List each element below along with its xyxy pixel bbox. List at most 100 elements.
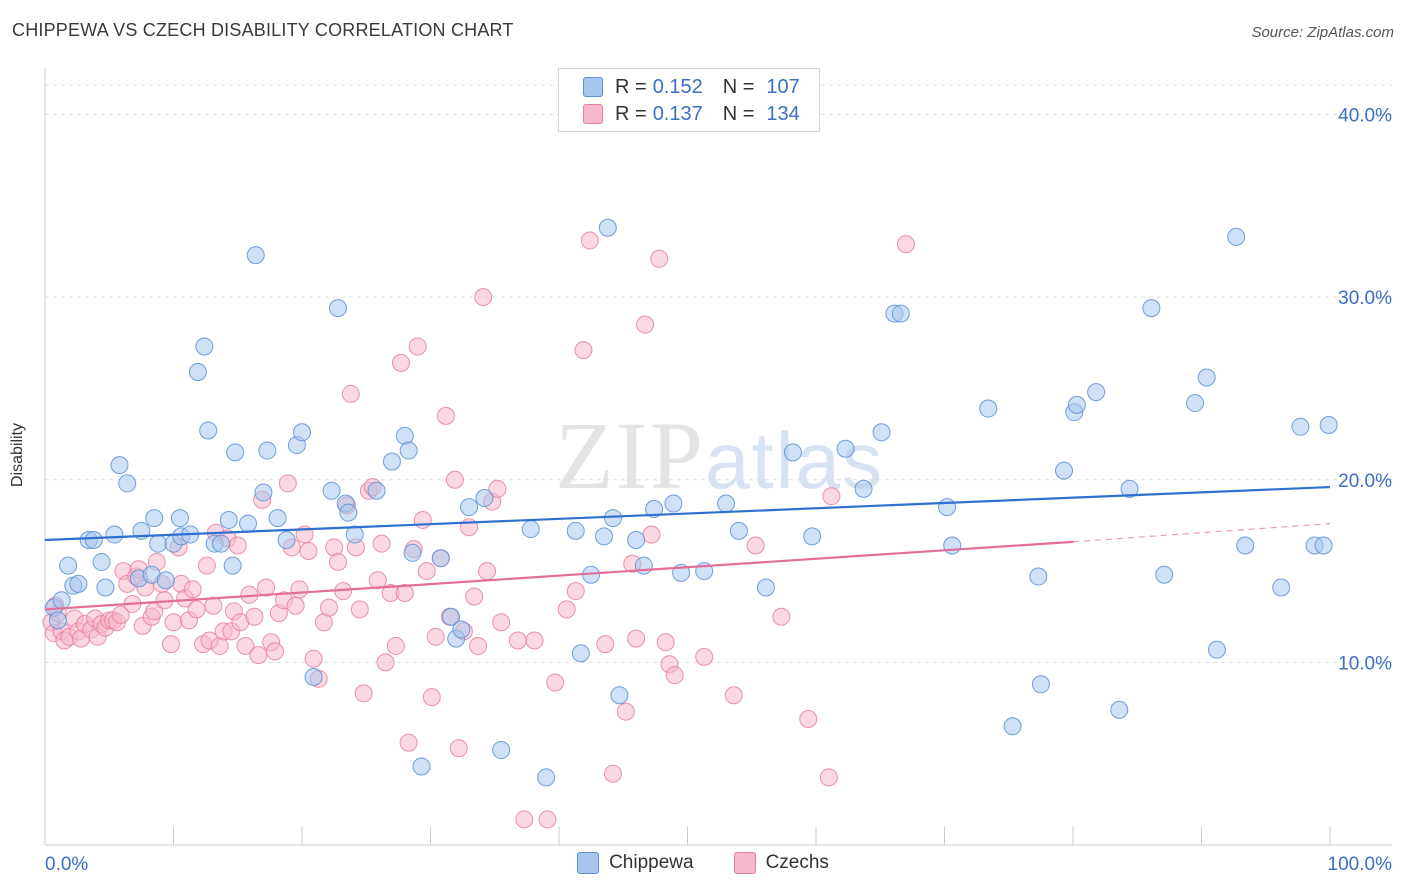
czechs-point bbox=[354, 684, 373, 703]
chippewa-point bbox=[521, 520, 540, 539]
chippewa-point bbox=[442, 607, 461, 626]
chippewa-point bbox=[1120, 479, 1139, 498]
czechs-point bbox=[183, 580, 202, 599]
legend-swatch-czechs bbox=[733, 852, 756, 874]
czechs-point bbox=[278, 474, 297, 493]
czechs-point bbox=[299, 541, 318, 560]
czechs-point bbox=[341, 384, 360, 403]
chippewa-point bbox=[258, 441, 277, 460]
czechs-point bbox=[319, 598, 338, 617]
czechs-point bbox=[546, 673, 565, 692]
czechs-trend-extension bbox=[1072, 522, 1331, 543]
czechs-point bbox=[492, 613, 511, 632]
chippewa-point bbox=[836, 439, 855, 458]
czechs-point bbox=[236, 636, 255, 655]
axes bbox=[44, 68, 1392, 846]
stats-row-chippewa: R = 0.152 N = 107 bbox=[583, 74, 800, 100]
chippewa-point bbox=[345, 525, 364, 544]
chippewa-point bbox=[328, 299, 347, 318]
chippewa-point bbox=[979, 399, 998, 418]
chippewa-point bbox=[412, 757, 431, 776]
czechs-point bbox=[557, 600, 576, 619]
czechs-point bbox=[161, 635, 180, 654]
chippewa-trend-line bbox=[44, 485, 1331, 542]
chippewa-point bbox=[96, 578, 115, 597]
czechs-point bbox=[656, 633, 675, 652]
chippewa-point bbox=[1207, 640, 1226, 659]
chippewa-point bbox=[367, 481, 386, 500]
chippewa-point bbox=[110, 456, 129, 475]
czechs-point bbox=[508, 631, 527, 650]
czechs-point bbox=[386, 636, 405, 655]
czechs-point bbox=[376, 653, 395, 672]
y-tick-label: 20.0% bbox=[1338, 471, 1392, 492]
chippewa-point bbox=[783, 443, 802, 462]
czechs-point bbox=[408, 337, 427, 356]
chippewa-point bbox=[304, 667, 323, 686]
chippewa-point bbox=[322, 481, 341, 500]
chippewa-point bbox=[382, 452, 401, 471]
chippewa-point bbox=[1314, 536, 1333, 555]
y-tick-label: 40.0% bbox=[1338, 106, 1392, 127]
czechs-point bbox=[249, 646, 268, 665]
chippewa-point bbox=[1291, 417, 1310, 436]
chippewa-point bbox=[492, 741, 511, 760]
legend-item-czechs[interactable]: Czechs bbox=[733, 852, 829, 874]
y-tick-label: 30.0% bbox=[1338, 288, 1392, 309]
chippewa-point bbox=[452, 620, 471, 639]
y-tick-label: 10.0% bbox=[1338, 653, 1392, 674]
chippewa-point bbox=[399, 441, 418, 460]
czechs-point bbox=[746, 536, 765, 555]
r-value: 0.152 bbox=[652, 75, 703, 98]
watermark: ZIPatlas bbox=[555, 400, 884, 511]
tick-labels: 10.0% 20.0% 30.0% 40.0% 0.0% 100.0% bbox=[45, 106, 1392, 875]
chippewa-point bbox=[239, 514, 258, 533]
czechs-point bbox=[350, 600, 369, 619]
chippewa-point bbox=[1055, 461, 1074, 480]
chippewa-point bbox=[48, 611, 67, 630]
n-label: N = bbox=[722, 75, 755, 98]
chippewa-point bbox=[1197, 368, 1216, 387]
chippewa-point bbox=[891, 304, 910, 323]
czechs-point bbox=[580, 231, 599, 250]
chippewa-point bbox=[1319, 415, 1338, 434]
chippewa-point bbox=[943, 536, 962, 555]
czechs-point bbox=[695, 647, 714, 666]
chippewa-point bbox=[1142, 299, 1161, 318]
czechs-point bbox=[413, 510, 432, 529]
chippewa-point bbox=[645, 499, 664, 518]
legend-swatch-chippewa bbox=[577, 852, 600, 874]
czechs-point bbox=[474, 288, 493, 307]
czechs-point bbox=[399, 733, 418, 752]
chippewa-point bbox=[1227, 227, 1246, 246]
czechs-point bbox=[286, 596, 305, 615]
chippewa-point bbox=[1087, 383, 1106, 402]
czechs-point bbox=[515, 810, 534, 829]
chippewa-point bbox=[571, 644, 590, 663]
chippewa-point bbox=[92, 552, 111, 571]
r-value: 0.137 bbox=[652, 102, 703, 125]
trend-lines bbox=[44, 485, 1331, 611]
r-label: R = bbox=[615, 102, 647, 125]
chippewa-point bbox=[854, 479, 873, 498]
chippewa-point bbox=[627, 531, 646, 550]
czechs-point bbox=[642, 525, 661, 544]
czechs-point bbox=[228, 536, 247, 555]
chippewa-point bbox=[156, 571, 175, 590]
czechs-point bbox=[665, 666, 684, 685]
chippewa-point bbox=[149, 534, 168, 553]
czechs-point bbox=[257, 578, 276, 597]
czechs-point bbox=[395, 583, 414, 602]
czechs-points bbox=[42, 231, 915, 829]
czechs-point bbox=[574, 341, 593, 360]
chippewa-point bbox=[1067, 395, 1086, 414]
czechs-point bbox=[197, 556, 216, 575]
chippewa-point bbox=[475, 489, 494, 508]
chippewa-point bbox=[803, 527, 822, 546]
chippewa-point bbox=[118, 474, 137, 493]
czechs-point bbox=[603, 764, 622, 783]
legend-item-chippewa[interactable]: Chippewa bbox=[577, 852, 694, 874]
chippewa-point bbox=[254, 483, 273, 502]
chippewa-point bbox=[199, 421, 218, 440]
